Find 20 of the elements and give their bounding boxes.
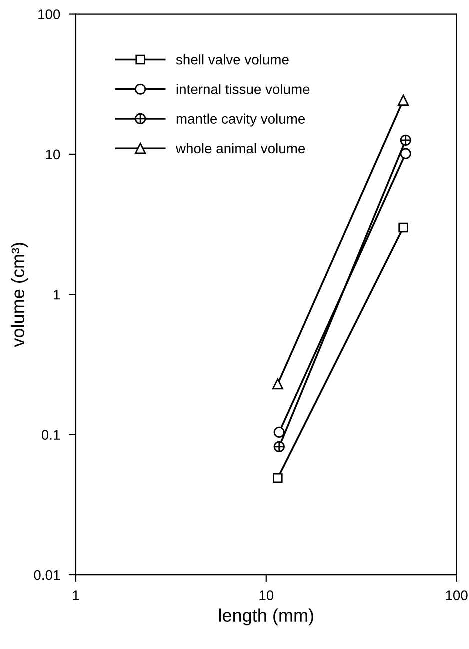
x-tick-label: 100 bbox=[446, 590, 468, 600]
y-tick-label: 1 bbox=[54, 290, 60, 300]
y-tick-label: 100 bbox=[38, 10, 60, 20]
point bbox=[274, 426, 285, 438]
legend-label: shell valve volume bbox=[176, 54, 289, 65]
point bbox=[398, 94, 410, 106]
point bbox=[272, 378, 284, 390]
legend-label: whole animal volume bbox=[176, 143, 306, 154]
point bbox=[398, 222, 408, 233]
x-axis-title: length (mm) bbox=[219, 608, 314, 626]
x-tick-label: 1 bbox=[73, 590, 80, 600]
point bbox=[400, 148, 412, 160]
x-tick-label: 10 bbox=[260, 590, 274, 600]
y-tick-label: 0.01 bbox=[34, 570, 60, 580]
point bbox=[273, 473, 283, 484]
legend-label: mantle cavity volume bbox=[176, 114, 306, 127]
y-tick-label: 0.1 bbox=[42, 430, 60, 440]
y-tick-label: 10 bbox=[46, 150, 60, 160]
y-axis-title: volume (cm³) bbox=[11, 243, 28, 348]
legend-label: internal tissue volume bbox=[176, 84, 310, 94]
